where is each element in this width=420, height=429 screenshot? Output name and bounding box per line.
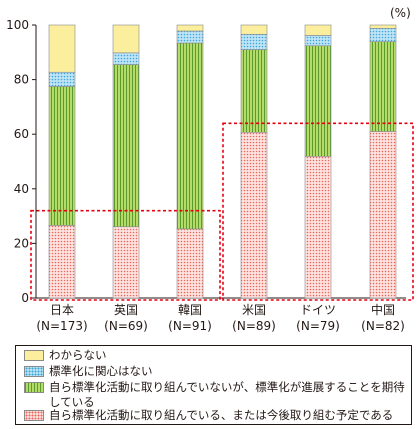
x-category-sublabel: (N=91) [168,319,212,333]
bar-segment-expect [240,49,268,133]
x-category-sublabel: (N=82) [361,319,405,333]
highlight-box-2 [222,122,414,301]
x-category-label: 米国 [242,303,266,317]
bar-segment-active [176,228,204,299]
x-axis-labels: 日本 (N=173) 英国 (N=69) 韓国 (N=91) 米国 (N=89) ドイツ (N=7… [36,302,404,333]
bar-segment-active [48,225,76,299]
legend-swatch-active [24,410,44,421]
legend-label-expect: 自ら標準化活動に取り組んでいないが、標準化が進展することを期待している [49,380,405,409]
bar-segment-unknown [176,24,204,32]
bar-segment-expect [304,45,332,157]
bar-segment-unknown [369,24,397,29]
bar-segment-expect [112,64,140,228]
bar-segment-no-interest [48,71,76,87]
bar-segment-unknown [304,24,332,36]
stacked-bar-chart: (%) 0 20 40 60 80 100 日本 (N=173) 英国 (N=69) 韓国 (N=9… [6,6,414,333]
legend-swatch-expect [24,382,44,393]
bar-segment-active [112,226,140,299]
bar-segment-expect [176,42,204,230]
bar-segment-active [240,131,268,299]
bar-segment-unknown [48,24,76,73]
y-tick-label: 60 [14,127,29,141]
x-category-sublabel: (N=89) [232,319,276,333]
y-tick-label: 0 [21,291,29,305]
bar-segment-no-interest [369,27,397,42]
highlight-boxes [30,122,414,301]
bars [48,24,397,299]
y-tick-label: 80 [14,73,29,87]
legend-swatch-no-interest [24,366,44,377]
x-category-label: ドイツ [300,303,336,317]
bar-segment-active [304,156,332,299]
x-category-sublabel: (N=79) [296,319,340,333]
axes: 0 20 40 60 80 100 [6,18,406,305]
bar-segment-no-interest [304,35,332,47]
highlight-box-1 [30,209,221,301]
x-category-label: 韓国 [178,303,202,317]
x-category-label: 中国 [371,302,395,317]
legend-swatch-unknown [24,350,44,361]
bar-segment-no-interest [176,30,204,44]
bar-segment-expect [48,86,76,226]
y-axis-unit: (%) [390,6,411,20]
y-tick-label: 20 [14,236,29,250]
bar-segment-no-interest [112,52,140,65]
bar-segment-active [369,131,397,299]
legend: わからない 標準化に関心はない 自ら標準化活動に取り組んでいないが、標準化が進展… [15,345,412,425]
bar-segment-unknown [112,24,140,54]
legend-label-unknown: わからない [49,348,107,362]
y-tick-label: 40 [14,182,29,196]
bar-segment-no-interest [240,33,268,50]
bar-segment-unknown [240,24,268,35]
bar-segment-expect [369,41,397,132]
x-category-sublabel: (N=69) [104,319,148,333]
legend-label-no-interest: 標準化に関心はない [49,364,153,378]
y-tick-label: 100 [6,18,29,32]
x-category-label: 日本 [50,303,74,317]
x-category-sublabel: (N=173) [36,319,87,333]
x-category-label: 英国 [114,303,138,317]
legend-label-active: 自ら標準化活動に取り組んでいる、または今後取り組む予定である [49,408,394,422]
